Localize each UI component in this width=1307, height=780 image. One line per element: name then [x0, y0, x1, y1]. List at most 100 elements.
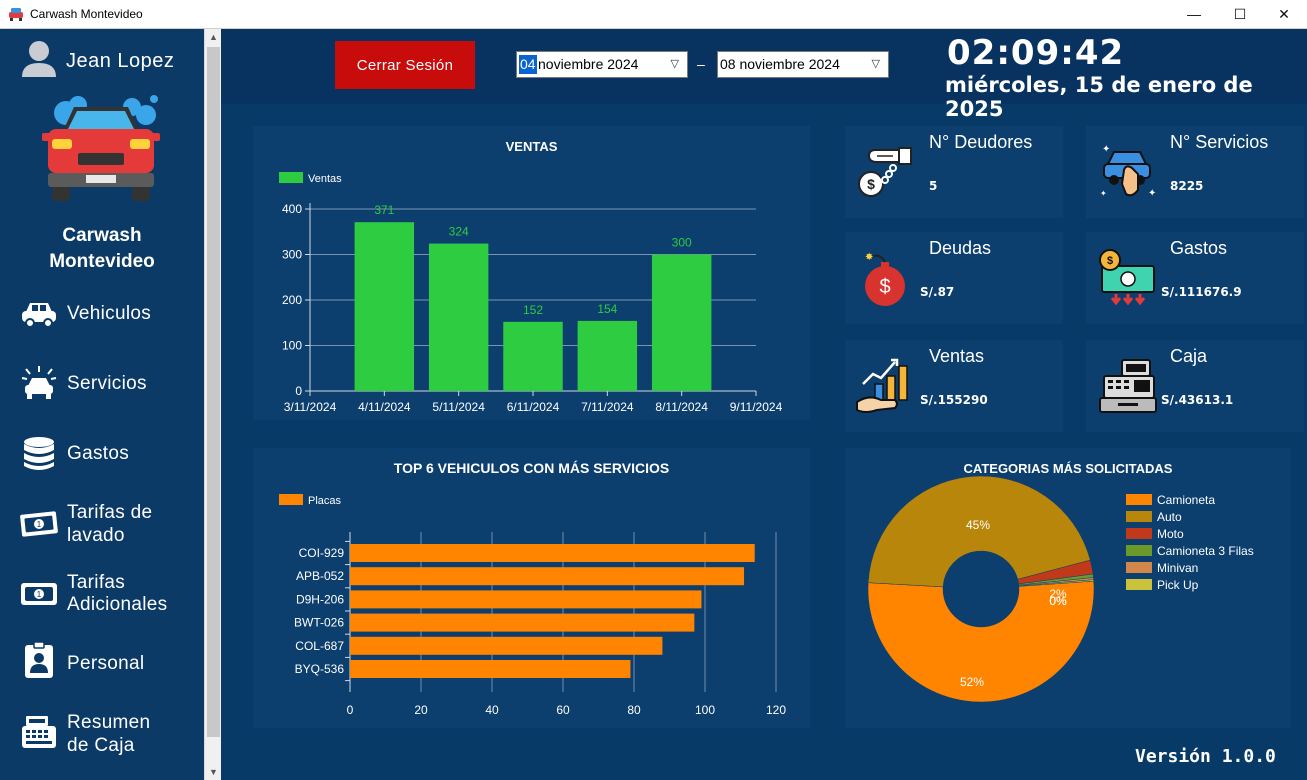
car-wash-hand-icon: ✦ ✦ ✦ — [1100, 144, 1156, 199]
nav-label-tarifas-adicionales-2: Adicionales — [67, 594, 168, 615]
card-deudores[interactable]: $ N° Deudores 5 — [845, 126, 1063, 218]
y-tick-label: 100 — [282, 339, 302, 353]
legend-swatch — [1126, 562, 1152, 573]
y-tick-label: BYQ-536 — [295, 662, 345, 676]
scroll-up-arrow-icon[interactable]: ▲ — [209, 32, 218, 42]
bar — [354, 222, 415, 391]
nav-item-vehiculos[interactable]: Vehiculos — [0, 285, 204, 341]
pie-slice — [1018, 579, 1094, 587]
y-tick-label: COI-929 — [299, 546, 345, 560]
bar — [350, 544, 755, 562]
bar — [577, 320, 638, 391]
minimize-button[interactable]: — — [1187, 6, 1201, 22]
bar — [428, 243, 489, 391]
x-tick-label: 9/11/2024 — [730, 400, 783, 414]
legend-swatch — [1126, 579, 1152, 590]
bar — [350, 660, 631, 678]
y-tick-label: COL-687 — [295, 639, 344, 653]
data-label: 371 — [374, 203, 394, 217]
card-deudores-value: 5 — [929, 179, 938, 193]
y-tick-label: APB-052 — [296, 569, 344, 583]
sales-chart-panel: VENTAS Ventas 0 100 200 300 400 3/11/2024 4/11/… — [253, 126, 810, 420]
bar — [350, 567, 745, 586]
user-avatar-icon — [22, 41, 56, 77]
user-name: Jean Lopez — [66, 50, 175, 72]
pie-slice — [867, 475, 1091, 588]
bar — [503, 321, 563, 391]
cash-register-icon — [1099, 359, 1157, 413]
x-tick-label: 4/11/2024 — [358, 400, 411, 414]
logout-button[interactable]: Cerrar Sesión — [335, 41, 475, 89]
data-label: 324 — [449, 225, 469, 239]
card-servicios-title: N° Servicios — [1170, 132, 1269, 152]
svg-text:✦: ✦ — [1102, 144, 1110, 155]
nav-item-personal[interactable]: Personal — [0, 635, 204, 691]
bar — [651, 254, 712, 391]
slice-label: 2% — [1049, 587, 1067, 601]
bar — [350, 590, 702, 609]
svg-text:$: $ — [867, 176, 875, 192]
nav-label-resumen-caja-2: de Caja — [67, 735, 135, 756]
legend-label: Camioneta 3 Filas — [1157, 544, 1254, 558]
sales-chart: Ventas 0 100 200 300 400 3/11/2024 4/11/2024 5/1… — [279, 172, 783, 414]
scroll-down-arrow-icon[interactable]: ▼ — [209, 767, 218, 777]
card-caja[interactable]: Caja S/.43613.1 — [1086, 340, 1304, 432]
chevron-down-icon[interactable]: ▽ — [670, 58, 679, 70]
banknote-icon: 1 — [20, 511, 58, 537]
nav-label-tarifas-lavado-1: Tarifas de — [67, 502, 153, 523]
close-button[interactable]: ✕ — [1278, 6, 1290, 22]
card-deudas[interactable]: ✸ $ Deudas S/.87 — [845, 232, 1063, 324]
money-bomb-icon: ✸ $ — [865, 252, 905, 306]
card-ventas-title: Ventas — [929, 346, 985, 366]
nav-label-gastos: Gastos — [67, 443, 129, 464]
nav-item-resumen-caja[interactable]: Resumen de Caja — [0, 705, 204, 761]
current-date: miércoles, 15 de enero de 2025 — [945, 73, 1253, 121]
slice-label: 0% — [1049, 594, 1067, 608]
sales-chart-title: VENTAS — [505, 139, 558, 154]
date-from-day: 04 — [519, 55, 537, 74]
scroll-thumb[interactable] — [207, 47, 220, 737]
version-label: Versión 1.0.0 — [1135, 746, 1276, 767]
categories-chart: 52%45%2%0%0%0%CamionetaAutoMotoCamioneta… — [867, 475, 1254, 703]
nav-item-gastos[interactable]: Gastos — [0, 425, 204, 481]
svg-text:1: 1 — [37, 590, 42, 599]
date-to-picker[interactable]: 08 noviembre 2024 ▽ — [717, 51, 889, 78]
legend-swatch — [1126, 511, 1152, 522]
sidebar-scrollbar[interactable]: ▲ ▼ — [204, 29, 221, 780]
svg-text:$: $ — [879, 276, 890, 298]
maximize-button[interactable]: ☐ — [1233, 6, 1247, 22]
legend-label: Placas — [308, 495, 342, 507]
debtors-icon: $ — [858, 147, 912, 197]
y-tick-label: 200 — [282, 293, 302, 307]
card-servicios[interactable]: ✦ ✦ ✦ N° Servicios 8225 — [1086, 126, 1304, 218]
card-gastos[interactable]: $ Gastos S/.111676.9 — [1086, 232, 1304, 324]
card-ventas[interactable]: Ventas S/.155290 — [845, 340, 1063, 432]
card-deudas-title: Deudas — [929, 238, 992, 258]
legend-swatch — [279, 172, 303, 183]
x-tick-label: 8/11/2024 — [655, 400, 708, 414]
nav-label-vehiculos: Vehiculos — [67, 303, 152, 324]
x-tick-label: 100 — [695, 703, 715, 717]
x-tick-label: 3/11/2024 — [284, 400, 337, 414]
legend-swatch — [1126, 528, 1152, 539]
service-car-icon — [21, 366, 57, 399]
categories-title: CATEGORIAS MÁS SOLICITADAS — [963, 461, 1173, 476]
nav-label-personal: Personal — [67, 653, 145, 674]
svg-text:1: 1 — [37, 520, 42, 529]
chevron-down-icon[interactable]: ▽ — [871, 58, 880, 70]
nav-item-servicios[interactable]: Servicios — [0, 355, 204, 411]
nav-item-tarifas-adicionales[interactable]: 1 Tarifas Adicionales — [0, 565, 204, 621]
bar — [350, 636, 663, 655]
x-tick-label: 7/11/2024 — [581, 400, 634, 414]
y-tick-label: 400 — [282, 202, 302, 216]
card-gastos-value: S/.111676.9 — [1161, 285, 1242, 299]
pie-slice — [867, 580, 1095, 703]
y-tick-label: 300 — [282, 248, 302, 262]
x-tick-label: 0 — [347, 703, 354, 717]
slice-label: 0% — [1049, 594, 1067, 608]
slice-label: 52% — [960, 675, 984, 689]
card-gastos-title: Gastos — [1170, 238, 1228, 258]
date-from-picker[interactable]: 04 noviembre 2024 ▽ — [516, 51, 688, 78]
data-label: 154 — [597, 302, 617, 316]
nav-item-tarifas-lavado[interactable]: 1 Tarifas de lavado — [0, 495, 204, 551]
